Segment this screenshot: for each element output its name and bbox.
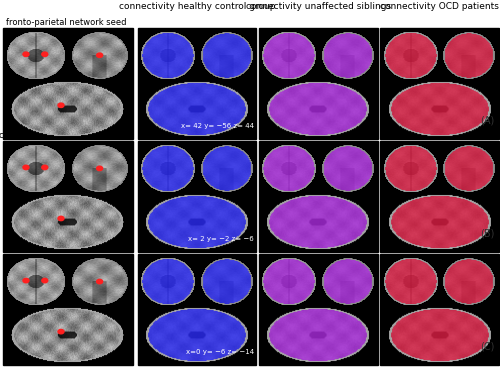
Circle shape (42, 165, 48, 170)
Circle shape (96, 279, 102, 284)
Circle shape (58, 103, 64, 108)
Circle shape (96, 53, 102, 58)
Bar (259, 28, 378, 139)
Text: (C): (C) (480, 342, 495, 352)
Circle shape (58, 330, 64, 334)
Text: cingulo-opercular network seed: cingulo-opercular network seed (0, 131, 133, 140)
Circle shape (42, 52, 48, 57)
Circle shape (96, 166, 102, 171)
Bar (138, 141, 256, 252)
Text: connectivity healthy control group: connectivity healthy control group (118, 2, 275, 11)
Text: (A): (A) (480, 116, 495, 126)
Text: x= 42 y= −56 z= 44: x= 42 y= −56 z= 44 (180, 123, 254, 129)
Circle shape (23, 52, 29, 57)
Bar (380, 28, 499, 139)
Bar (380, 141, 499, 252)
Circle shape (42, 278, 48, 283)
Bar (259, 254, 378, 365)
Circle shape (23, 278, 29, 283)
Text: fronto-parietal network seed: fronto-parietal network seed (6, 18, 126, 27)
Bar (259, 141, 378, 252)
Circle shape (58, 216, 64, 221)
Text: connectivity OCD patients: connectivity OCD patients (380, 2, 499, 11)
Text: connectivity unaffected siblings: connectivity unaffected siblings (246, 2, 390, 11)
Text: x= 2 y= −2 z= −6: x= 2 y= −2 z= −6 (188, 236, 254, 242)
Bar (2, 254, 132, 365)
Text: (B): (B) (480, 229, 495, 239)
Bar (2, 28, 132, 139)
Text: fronto-limbic seed (sgACC): fronto-limbic seed (sgACC) (10, 244, 122, 253)
Bar (138, 254, 256, 365)
Bar (380, 254, 499, 365)
Bar (2, 141, 132, 252)
Text: x=0 y= −6 z= −14: x=0 y= −6 z= −14 (186, 349, 254, 355)
Circle shape (23, 165, 29, 170)
Bar (138, 28, 256, 139)
